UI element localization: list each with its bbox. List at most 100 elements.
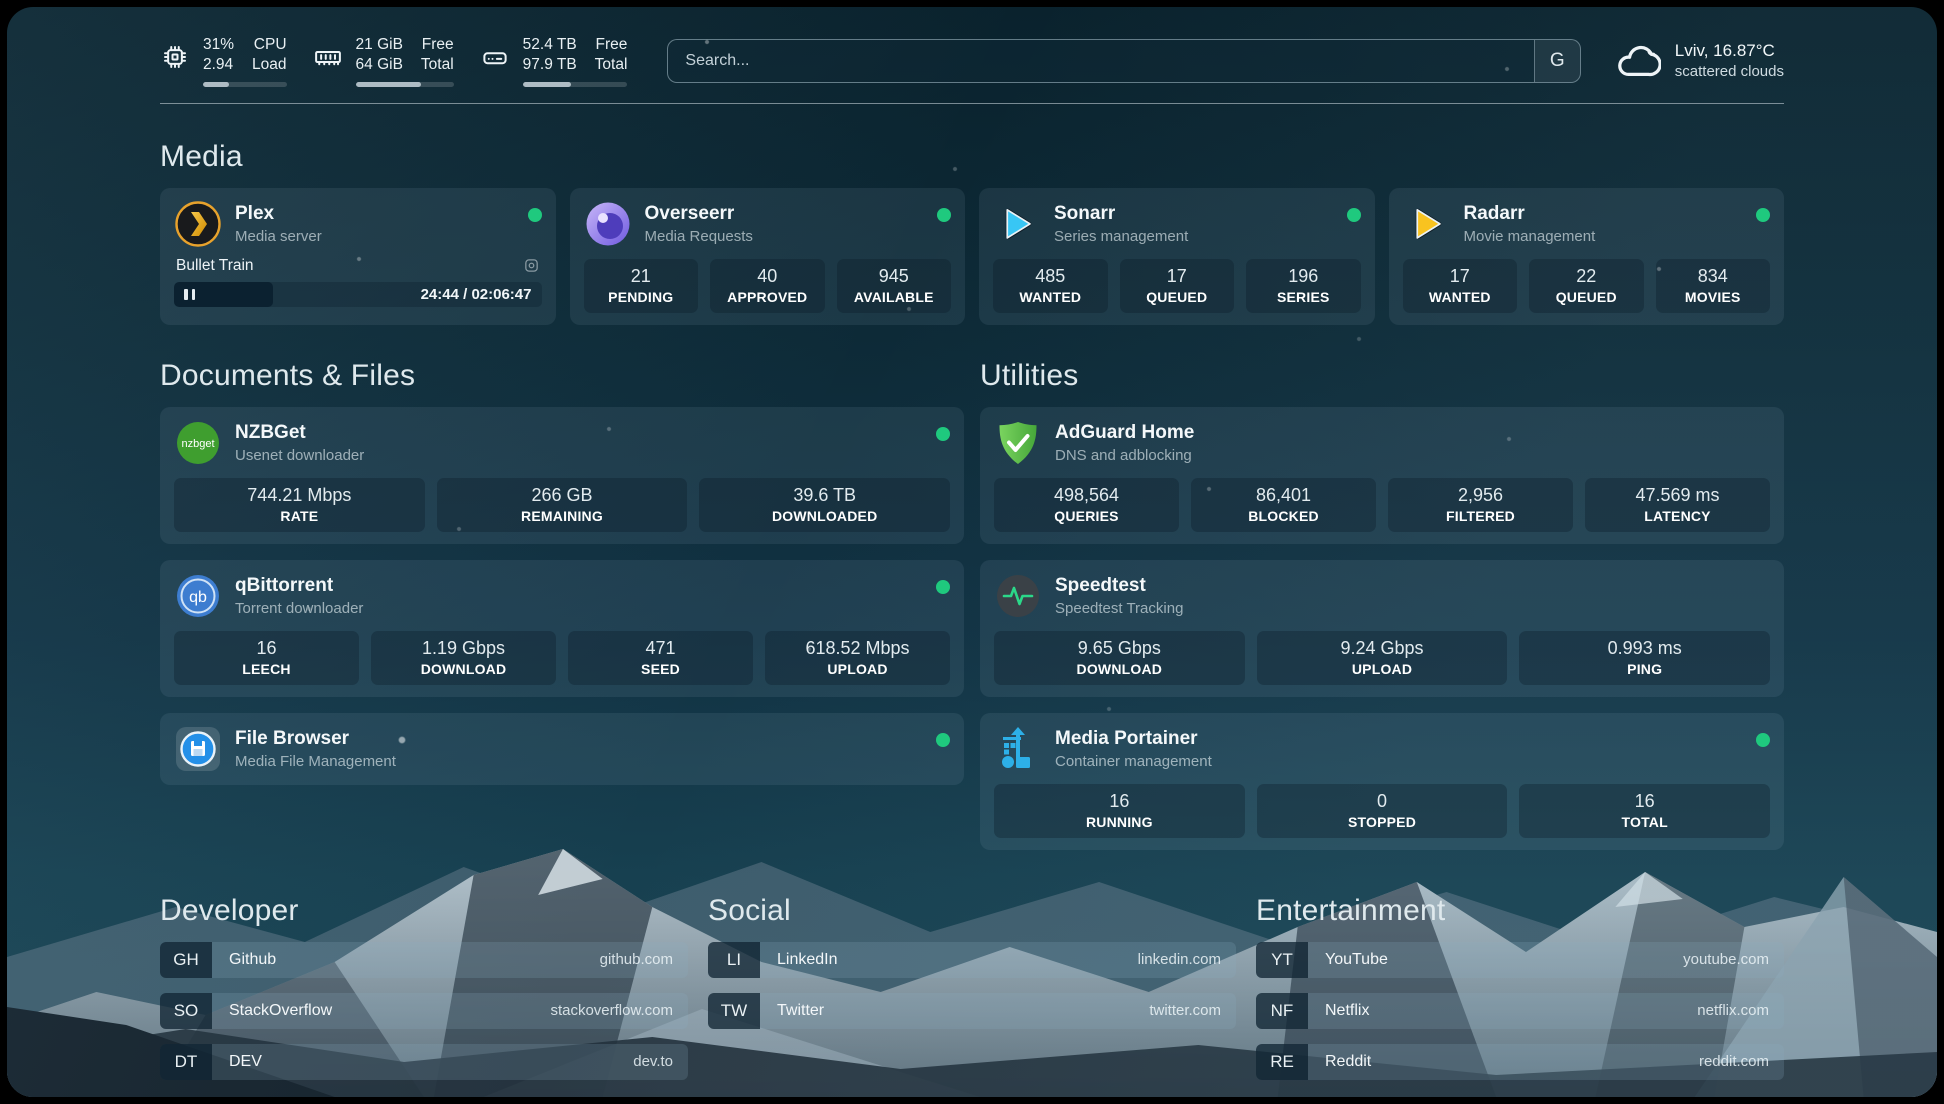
section-documents: Documents & Files nzbget (160, 359, 964, 785)
now-playing-title: Bullet Train (176, 257, 254, 275)
stat-label: PING (1523, 661, 1766, 677)
disk-progress-track (523, 82, 628, 87)
service-name[interactable]: qBittorrent (235, 575, 363, 597)
bookmark-netflix[interactable]: NF Netflix netflix.com (1256, 993, 1784, 1029)
player-time: 24:44 / 02:06:47 (421, 286, 532, 303)
weather-text: Lviv, 16.87°C scattered clouds (1675, 40, 1784, 82)
search-input[interactable] (668, 40, 1533, 82)
weather-widget[interactable]: Lviv, 16.87°C scattered clouds (1615, 38, 1784, 84)
stat-value: 471 (572, 638, 749, 659)
portainer-icon (994, 725, 1042, 773)
stat-label: DOWNLOADED (703, 508, 946, 524)
disk-free-label: Free (595, 35, 628, 55)
stat-label: REMAINING (441, 508, 684, 524)
bookmark-url: twitter.com (1149, 1002, 1236, 1019)
filebrowser-icon (174, 725, 222, 773)
player-progress-bar[interactable]: 24:44 / 02:06:47 (174, 282, 542, 307)
stat-label: QUERIES (998, 508, 1175, 524)
service-name[interactable]: Sonarr (1054, 203, 1188, 225)
bookmark-name: Netflix (1308, 1002, 1369, 1020)
stat-label: RUNNING (998, 814, 1241, 830)
search-provider-button[interactable]: G (1534, 40, 1580, 82)
stat: 47.569 ms LATENCY (1585, 478, 1770, 532)
bookmark-url: linkedin.com (1138, 951, 1236, 968)
stat-value: 9.24 Gbps (1261, 638, 1504, 659)
service-name[interactable]: AdGuard Home (1055, 422, 1194, 444)
bookmark-name: Reddit (1308, 1053, 1371, 1071)
bookmark-github[interactable]: GH Github github.com (160, 942, 688, 978)
service-card-overseerr[interactable]: Overseerr Media Requests 21 PENDING 40 A… (570, 188, 966, 325)
status-dot (528, 208, 542, 222)
disk-total-label: Total (595, 55, 628, 75)
service-name[interactable]: Overseerr (645, 203, 753, 225)
sonarr-stats: 485 WANTED 17 QUEUED 196 SERIES (993, 259, 1361, 313)
stat: 16 LEECH (174, 631, 359, 685)
top-bar: 31% 2.94 CPU Load (160, 35, 1784, 87)
service-card-adguard[interactable]: AdGuard Home DNS and adblocking 498,564 … (980, 407, 1784, 544)
stat-value: 834 (1660, 266, 1767, 287)
service-name[interactable]: NZBGet (235, 422, 364, 444)
resource-widget-cpu: 31% 2.94 CPU Load (160, 35, 287, 87)
stat-label: WANTED (1407, 289, 1514, 305)
cpu-progress-fill (203, 82, 229, 87)
bookmark-dev[interactable]: DT DEV dev.to (160, 1044, 688, 1080)
cpu-progress-track (203, 82, 287, 87)
service-card-filebrowser[interactable]: File Browser Media File Management (160, 713, 964, 785)
stat-value: 47.569 ms (1589, 485, 1766, 506)
bookmark-url: netflix.com (1697, 1002, 1784, 1019)
stat: 0 STOPPED (1257, 784, 1508, 838)
bookmark-group-entertainment: Entertainment YT YouTube youtube.com NF … (1256, 894, 1784, 1080)
pause-icon[interactable] (184, 289, 195, 300)
service-card-sonarr[interactable]: Sonarr Series management 485 WANTED 17 Q… (979, 188, 1375, 325)
stat-label: QUEUED (1124, 289, 1231, 305)
service-name[interactable]: Plex (235, 203, 322, 225)
stat-value: 0 (1261, 791, 1504, 812)
speedtest-icon (994, 572, 1042, 620)
nzbget-stats: 744.21 Mbps RATE 266 GB REMAINING 39.6 T… (174, 478, 950, 532)
overseerr-title-block: Overseerr Media Requests (645, 200, 753, 248)
adguard-stats: 498,564 QUERIES 86,401 BLOCKED 2,956 FIL… (994, 478, 1770, 532)
service-name[interactable]: Radarr (1464, 203, 1596, 225)
memory-progress-track (356, 82, 454, 87)
cpu-percent: 31% (203, 35, 234, 55)
sonarr-title-block: Sonarr Series management (1054, 200, 1188, 248)
radarr-stats: 17 WANTED 22 QUEUED 834 MOVIES (1403, 259, 1771, 313)
bookmark-reddit[interactable]: RE Reddit reddit.com (1256, 1044, 1784, 1080)
service-card-speedtest[interactable]: Speedtest Speedtest Tracking 9.65 Gbps D… (980, 560, 1784, 697)
bookmark-abbr: NF (1256, 993, 1308, 1029)
svg-text:nzbget: nzbget (181, 438, 214, 450)
overseerr-stats: 21 PENDING 40 APPROVED 945 AVAILABLE (584, 259, 952, 313)
stat-label: DOWNLOAD (998, 661, 1241, 677)
search-bar[interactable]: G (667, 39, 1580, 83)
service-card-plex[interactable]: Plex Media server Bullet Train (160, 188, 556, 325)
service-name[interactable]: Media Portainer (1055, 728, 1212, 750)
section-title-media: Media (160, 140, 1784, 174)
bookmark-twitter[interactable]: TW Twitter twitter.com (708, 993, 1236, 1029)
service-description: Torrent downloader (235, 600, 363, 617)
bookmark-url: stackoverflow.com (550, 1002, 688, 1019)
service-card-nzbget[interactable]: nzbget NZBGet Usenet downloader 74 (160, 407, 964, 544)
stat-value: 945 (841, 266, 948, 287)
service-name[interactable]: File Browser (235, 728, 396, 750)
service-description: Media File Management (235, 753, 396, 770)
bookmark-stackoverflow[interactable]: SO StackOverflow stackoverflow.com (160, 993, 688, 1029)
service-card-radarr[interactable]: Radarr Movie management 17 WANTED 22 QUE… (1389, 188, 1785, 325)
cloud-icon (1615, 38, 1661, 84)
stat: 471 SEED (568, 631, 753, 685)
gear-icon[interactable] (523, 257, 540, 274)
weather-summary: Lviv, 16.87°C (1675, 40, 1784, 62)
section-utilities: Utilities (980, 359, 1784, 850)
service-card-portainer[interactable]: Media Portainer Container management 16 … (980, 713, 1784, 850)
bookmark-youtube[interactable]: YT YouTube youtube.com (1256, 942, 1784, 978)
stat-label: AVAILABLE (841, 289, 948, 305)
stat: 21 PENDING (584, 259, 699, 313)
stat: 498,564 QUERIES (994, 478, 1179, 532)
service-card-qbittorrent[interactable]: qb qBittorrent Torrent downloader (160, 560, 964, 697)
service-description: DNS and adblocking (1055, 447, 1194, 464)
stat: 0.993 ms PING (1519, 631, 1770, 685)
stat-value: 17 (1407, 266, 1514, 287)
bookmark-name: Github (212, 951, 276, 969)
nzbget-icon: nzbget (174, 419, 222, 467)
service-name[interactable]: Speedtest (1055, 575, 1183, 597)
bookmark-linkedin[interactable]: LI LinkedIn linkedin.com (708, 942, 1236, 978)
